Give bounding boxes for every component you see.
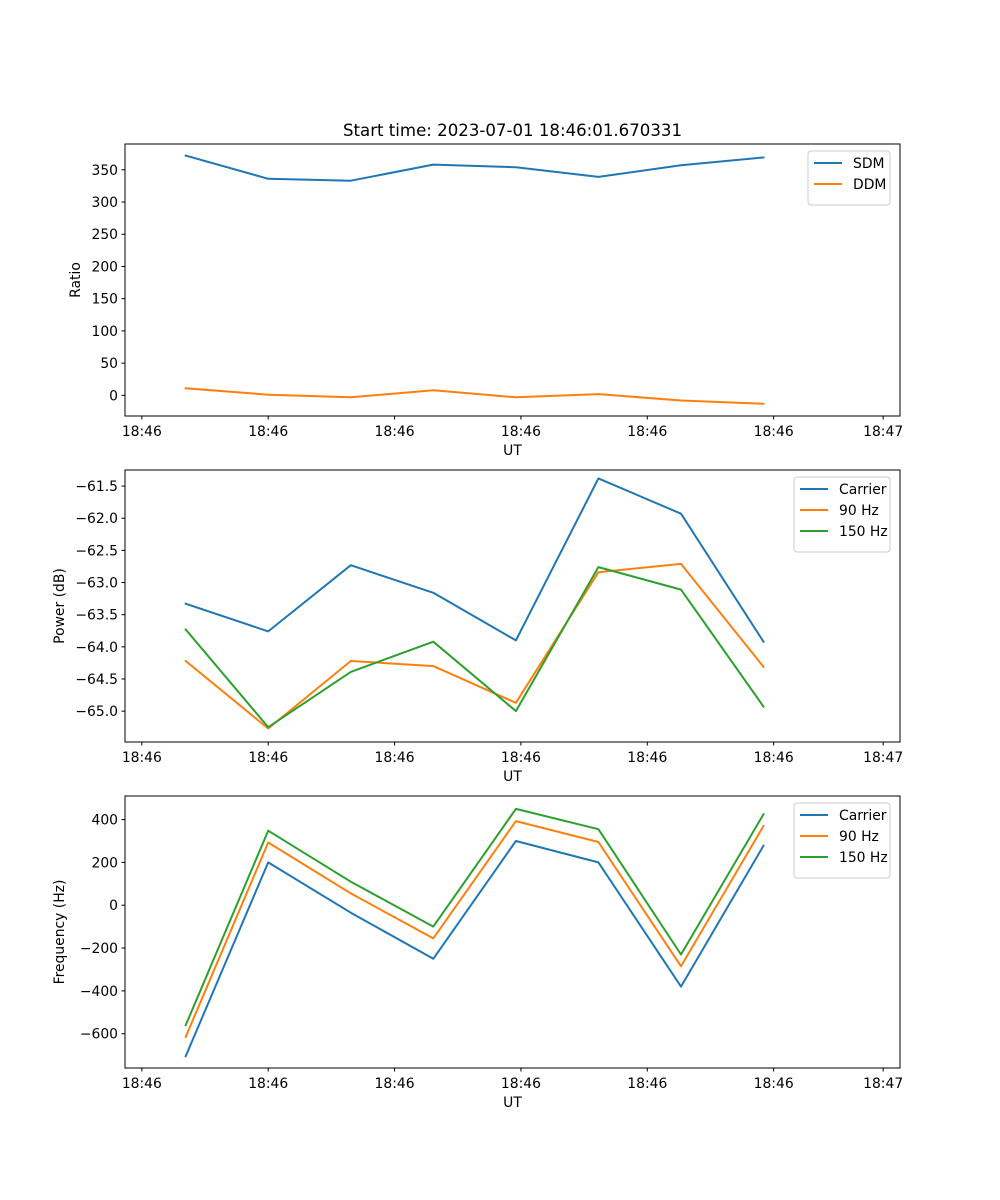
frequency-legend-label: 90 Hz xyxy=(839,829,879,845)
power-x-tick-label: 18:46 xyxy=(122,750,162,766)
frequency-series-line-90-hz xyxy=(184,820,765,1039)
ratio-y-tick-label: 200 xyxy=(91,259,118,275)
power-x-axis-label: UT xyxy=(503,769,522,785)
frequency-x-tick-label: 18:46 xyxy=(627,1076,667,1092)
ratio-x-tick-label: 18:46 xyxy=(627,424,667,440)
power-series-line-150-hz xyxy=(184,566,765,729)
power-y-tick-label: −64.5 xyxy=(75,672,118,688)
frequency-y-tick-label: 0 xyxy=(109,898,118,914)
ratio-series-line-sdm xyxy=(184,154,765,182)
power-x-tick-label: 18:46 xyxy=(627,750,667,766)
ratio-y-tick-label: 100 xyxy=(91,324,118,340)
frequency-panel: −600 −400 −200 0 200 400 18:46 18:46 18:46 18:46 1… xyxy=(52,795,903,1111)
frequency-series-line-carrier xyxy=(184,840,765,1058)
ratio-series-line-ddm xyxy=(184,387,765,405)
ratio-legend-label: SDM xyxy=(853,156,885,172)
power-y-tick-label: −65.0 xyxy=(75,704,118,720)
ratio-y-tick-label: 50 xyxy=(100,356,118,372)
ratio-axes-frame xyxy=(124,143,901,417)
chart-title: Start time: 2023-07-01 18:46:01.670331 xyxy=(343,121,682,140)
ratio-y-tick-label: 150 xyxy=(91,292,118,308)
frequency-x-tick-label: 18:46 xyxy=(122,1076,162,1092)
power-legend-label: 150 Hz xyxy=(839,524,888,540)
ratio-x-tick-label: 18:46 xyxy=(248,424,288,440)
frequency-y-tick-label: −600 xyxy=(80,1027,118,1043)
power-legend-label: Carrier xyxy=(839,482,887,498)
frequency-x-tick-label: 18:46 xyxy=(375,1076,415,1092)
power-y-tick-label: −62.0 xyxy=(75,511,118,527)
frequency-y-tick-label: −400 xyxy=(80,984,118,1000)
frequency-axes-frame xyxy=(124,795,901,1069)
ratio-legend: SDM DDM xyxy=(807,150,891,206)
power-x-tick-label: 18:46 xyxy=(754,750,794,766)
ratio-x-tick-label: 18:47 xyxy=(863,424,903,440)
frequency-legend: Carrier 90 Hz 150 Hz xyxy=(793,802,891,879)
power-legend: Carrier 90 Hz 150 Hz xyxy=(793,476,891,553)
ratio-y-tick-label: 300 xyxy=(91,195,118,211)
ratio-x-axis-label: UT xyxy=(503,443,522,459)
power-x-tick-label: 18:46 xyxy=(375,750,415,766)
frequency-x-tick-label: 18:47 xyxy=(863,1076,903,1092)
frequency-legend-label: Carrier xyxy=(839,808,887,824)
frequency-x-tick-label: 18:46 xyxy=(754,1076,794,1092)
frequency-legend-label: 150 Hz xyxy=(839,850,888,866)
power-y-axis-label: Power (dB) xyxy=(52,568,68,644)
ratio-panel: 0 50 100 150 200 250 300 350 18:46 18:46 18:46 18:4… xyxy=(68,143,903,459)
frequency-x-tick-label: 18:46 xyxy=(248,1076,288,1092)
power-panel: −65.0 −64.5 −64.0 −63.5 −63.0 −62.5 −62.0 −61.5… xyxy=(52,469,903,785)
frequency-y-tick-label: 400 xyxy=(91,813,118,829)
frequency-legend-box xyxy=(793,802,891,879)
power-x-tick-label: 18:46 xyxy=(248,750,288,766)
frequency-x-tick-label: 18:46 xyxy=(501,1076,541,1092)
ratio-y-tick-label: 350 xyxy=(91,163,118,179)
ratio-y-tick-label: 0 xyxy=(109,388,118,404)
power-y-tick-label: −62.5 xyxy=(75,543,118,559)
power-legend-box xyxy=(793,476,891,553)
power-series-line-carrier xyxy=(184,477,765,644)
power-y-tick-label: −61.5 xyxy=(75,479,118,495)
power-axes-frame xyxy=(124,469,901,743)
ratio-x-tick-label: 18:46 xyxy=(754,424,794,440)
frequency-y-tick-label: 200 xyxy=(91,855,118,871)
power-x-tick-label: 18:47 xyxy=(863,750,903,766)
ratio-legend-box xyxy=(807,150,891,206)
power-x-tick-label: 18:46 xyxy=(501,750,541,766)
ratio-y-tick-label: 250 xyxy=(91,227,118,243)
power-legend-label: 90 Hz xyxy=(839,503,879,519)
frequency-y-tick-label: −200 xyxy=(80,941,118,957)
power-y-tick-label: −63.5 xyxy=(75,608,118,624)
ratio-x-tick-label: 18:46 xyxy=(122,424,162,440)
ratio-x-tick-label: 18:46 xyxy=(501,424,541,440)
power-y-tick-label: −64.0 xyxy=(75,640,118,656)
ratio-y-axis-label: Ratio xyxy=(68,262,84,298)
frequency-series-line-150-hz xyxy=(184,807,765,1027)
ratio-x-tick-label: 18:46 xyxy=(375,424,415,440)
ratio-legend-label: DDM xyxy=(853,177,886,193)
frequency-y-axis-label: Frequency (Hz) xyxy=(52,880,68,985)
frequency-x-axis-label: UT xyxy=(503,1095,522,1111)
power-y-tick-label: −63.0 xyxy=(75,576,118,592)
